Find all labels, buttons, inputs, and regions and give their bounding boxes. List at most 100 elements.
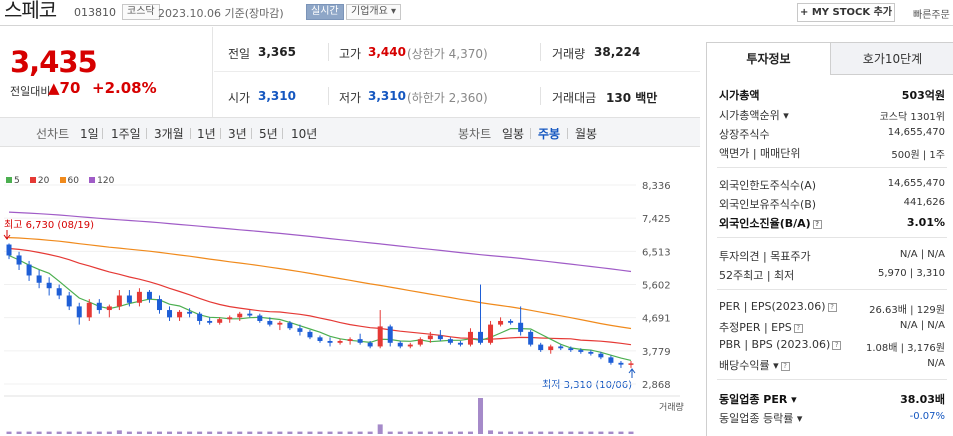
tab-separator xyxy=(282,128,283,139)
foreign-held-value: 441,626 xyxy=(903,197,945,208)
candle-body xyxy=(488,324,494,343)
help-icon[interactable]: ? xyxy=(780,362,790,371)
legend-ma120: 120 xyxy=(89,176,114,186)
candle-body xyxy=(598,353,604,358)
stock-code: 013810 xyxy=(74,6,116,19)
tab-monthly[interactable]: 월봉 xyxy=(575,127,598,141)
sector-per-label[interactable]: 동일업종 PER ▾ xyxy=(719,393,797,406)
volume-bar xyxy=(397,431,403,434)
volume-bar xyxy=(337,431,343,434)
tab-10y[interactable]: 10년 xyxy=(291,127,318,141)
upper-limit: (상한가 4,370) xyxy=(407,47,488,61)
candle-body xyxy=(467,331,473,345)
volume-axis-label: 거래량 xyxy=(659,401,684,413)
tab-1d[interactable]: 1일 xyxy=(80,127,99,141)
volume-bar xyxy=(177,431,183,434)
candle-body xyxy=(347,339,353,341)
volume-bar xyxy=(498,431,504,434)
candle-body xyxy=(26,264,32,276)
high-value: 3,440 xyxy=(368,45,406,59)
tab-order-book[interactable]: 호가10단계 xyxy=(831,43,953,75)
tab-weekly[interactable]: 주봉 xyxy=(538,127,561,141)
low-annotation: 최저 3,310 (10/06) xyxy=(542,379,632,391)
period-tabs: 선차트 1일 1주일 3개월 1년 3년 5년 10년 봉차트 일봉 주봉 월봉 xyxy=(0,117,700,147)
candle-body xyxy=(106,306,112,311)
candle-body xyxy=(387,326,393,343)
volume-bar xyxy=(187,431,193,434)
tab-3m[interactable]: 3개월 xyxy=(154,127,184,141)
volume-bar xyxy=(146,431,152,434)
help-icon[interactable]: ? xyxy=(793,324,803,333)
volume-bar xyxy=(106,431,112,434)
candle-body xyxy=(197,313,203,321)
market-badge: 코스닥 xyxy=(122,4,160,20)
candle-body xyxy=(146,291,152,300)
ma60-line xyxy=(8,237,632,330)
legend-ma5: 5 xyxy=(6,176,20,186)
foreign-limit-value: 14,655,470 xyxy=(887,178,945,189)
tab-5y[interactable]: 5년 xyxy=(259,127,278,141)
candle-body xyxy=(156,299,162,311)
market-cap-rank-label[interactable]: 시가총액순위 ▾ xyxy=(719,109,789,122)
volume-bar xyxy=(467,431,473,434)
volume-bar xyxy=(227,431,233,434)
volume-bar xyxy=(618,431,624,434)
date-text: 2023.10.06 기준(장마감) xyxy=(158,7,284,20)
volume-bar xyxy=(357,431,363,434)
volume-bar xyxy=(56,431,62,434)
company-overview-button[interactable]: 기업개요 ▾ xyxy=(346,4,401,20)
volume-bar xyxy=(217,431,223,434)
help-icon[interactable]: ? xyxy=(832,341,842,350)
prev-close-value: 3,365 xyxy=(258,45,296,59)
legend-ma20: 20 xyxy=(29,176,49,186)
help-icon[interactable]: ? xyxy=(812,220,822,229)
realtime-button[interactable]: 실시간 xyxy=(306,4,344,20)
volume-bar xyxy=(277,431,283,434)
add-mystock-button[interactable]: + MY STOCK 추가 xyxy=(797,3,895,22)
dividend-yield-value: N/A xyxy=(927,358,945,369)
tab-1w[interactable]: 1주일 xyxy=(111,127,141,141)
legend-ma60: 60 xyxy=(59,176,79,186)
candle-body xyxy=(327,340,333,343)
market-cap-value: 503억원 xyxy=(901,89,945,102)
candle-body xyxy=(237,313,243,318)
candle-body xyxy=(136,291,142,303)
tab-investment-info[interactable]: 투자정보 xyxy=(707,43,831,75)
tab-separator xyxy=(530,128,531,139)
separator xyxy=(540,87,541,105)
tab-1y[interactable]: 1년 xyxy=(197,127,216,141)
candle-body xyxy=(297,328,303,332)
foreign-ratio-label: 외국인소진율(B/A)? xyxy=(719,215,822,231)
listed-shares-value: 14,655,470 xyxy=(887,127,945,138)
volume-bar xyxy=(237,431,243,434)
par-value-label: 액면가 | 매매단위 xyxy=(719,147,801,160)
tab-separator xyxy=(190,128,191,139)
candle-body xyxy=(337,340,343,343)
help-icon[interactable]: ? xyxy=(827,303,837,312)
candle-body xyxy=(66,295,72,307)
lower-limit: (하한가 2,360) xyxy=(407,91,488,105)
listed-shares-label: 상장주식수 xyxy=(719,128,770,141)
quick-order-link[interactable]: 빠른주문 xyxy=(913,10,950,21)
high-arrow xyxy=(3,230,11,240)
y-tick-label: 5,602 xyxy=(642,281,671,292)
volume-bar xyxy=(417,431,423,434)
volume-bar xyxy=(568,431,574,434)
volume-bar xyxy=(327,431,333,434)
candle-body xyxy=(96,302,102,311)
sector-change-label[interactable]: 동일업종 등락률 ▾ xyxy=(719,412,803,425)
volume-bar xyxy=(66,431,72,434)
market-cap-rank-value: 코스닥 1301위 xyxy=(879,112,945,123)
candle-body xyxy=(528,331,534,345)
divider xyxy=(717,167,947,168)
sector-per-value: 38.03배 xyxy=(900,393,945,406)
candle-body xyxy=(207,320,213,323)
y-tick-label: 2,868 xyxy=(642,380,671,391)
tab-3y[interactable]: 3년 xyxy=(228,127,247,141)
candle-body xyxy=(126,295,132,303)
volume-bar xyxy=(407,431,413,434)
tab-daily[interactable]: 일봉 xyxy=(502,127,525,141)
candle-body xyxy=(548,346,554,351)
candle-body xyxy=(508,320,514,323)
tab-separator xyxy=(567,128,568,139)
